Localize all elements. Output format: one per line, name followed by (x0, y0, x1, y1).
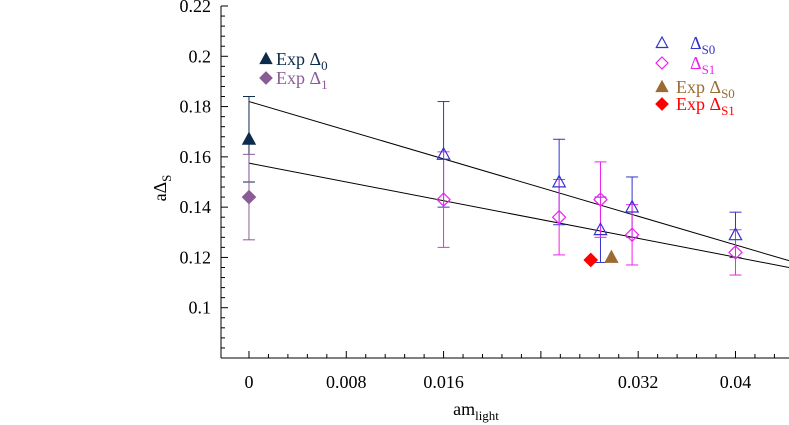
data-point (436, 192, 451, 207)
data-point (604, 249, 619, 263)
legend-right-entry-marker (655, 56, 669, 70)
data-point (728, 245, 743, 260)
y-tick-label: 0.22 (180, 0, 212, 16)
fit-line (248, 101, 789, 262)
y-tick-label: 0.12 (180, 247, 212, 267)
legend-left-entry-marker (259, 51, 273, 65)
data-point (551, 209, 567, 225)
data-point (583, 252, 599, 268)
legend-left-entry-marker (259, 71, 273, 85)
data-point (551, 174, 567, 188)
y-axis-label: aΔS (150, 175, 174, 202)
y-tick-label: 0.1 (189, 298, 212, 318)
data-point (624, 227, 640, 243)
legend-right-entry-label: Exp ΔS1 (676, 94, 735, 118)
data-point (593, 222, 608, 236)
data-point (593, 192, 608, 207)
legend-right-entry-marker (655, 35, 669, 49)
data-point (624, 199, 640, 213)
legend-left-entry-label: Exp Δ1 (276, 68, 328, 92)
legend-left-entry-label: Exp Δ0 (276, 49, 328, 73)
y-tick-label: 0.2 (189, 46, 212, 66)
legend-right-entry-marker (655, 97, 669, 111)
y-tick-label: 0.18 (180, 97, 212, 117)
y-tick-label: 0.16 (180, 147, 212, 167)
data-point (241, 131, 257, 145)
x-tick-label: 0 (244, 372, 253, 392)
fit-line (248, 162, 789, 268)
data-point (436, 146, 451, 160)
x-tick-label: 0.016 (423, 372, 464, 392)
x-tick-label: 0.008 (326, 372, 367, 392)
x-tick-label: 0.032 (618, 372, 659, 392)
plot-area: 0.1 0.12 0.14 0.16 0.18 0.2 0.22 0 0.008 0.016 0.0… (180, 0, 789, 392)
x-tick-label: 0.04 (720, 372, 752, 392)
legend-right-entry-label: ΔS0 (690, 33, 715, 57)
legend-right-entry-label: ΔS1 (690, 53, 715, 77)
x-axis-label: amlight (453, 399, 499, 423)
data-point (728, 227, 743, 241)
y-tick-label: 0.14 (180, 197, 212, 217)
data-point (241, 189, 257, 205)
legend-right-entry-label: Exp ΔS0 (676, 77, 735, 101)
legend-right-entry-marker (655, 79, 669, 93)
